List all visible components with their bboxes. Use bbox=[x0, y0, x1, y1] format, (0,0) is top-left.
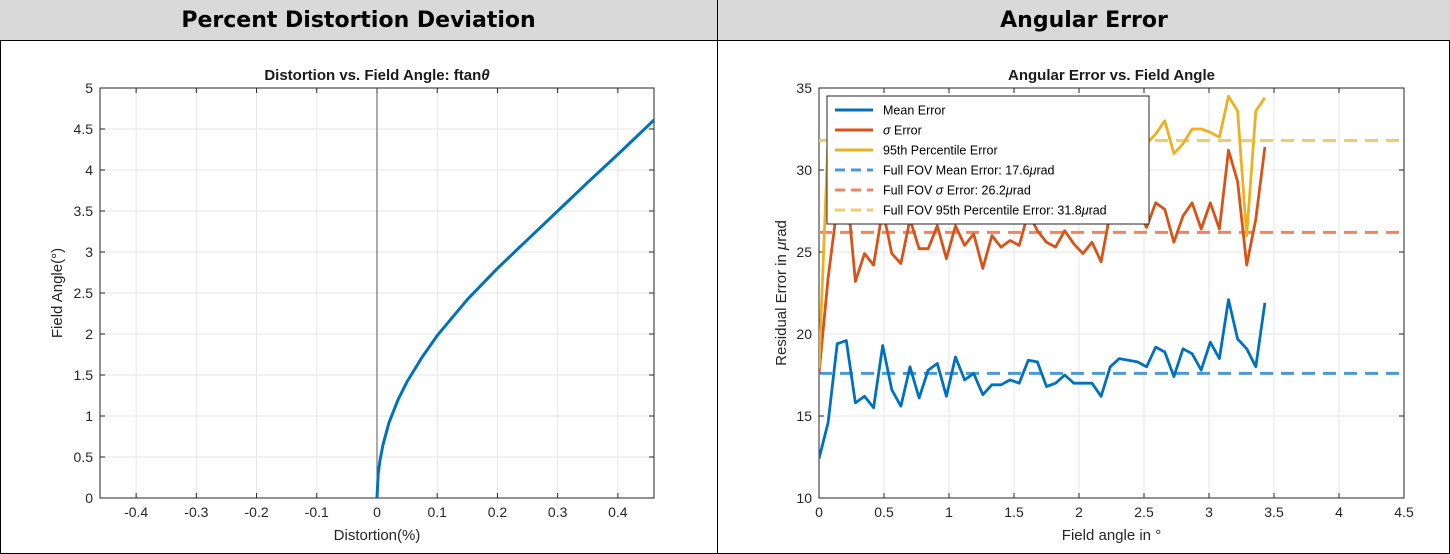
legend-entry-text: Error: 26.2 bbox=[943, 184, 1006, 198]
x-tick-label: 4.5 bbox=[1394, 504, 1414, 520]
legend-entry: 95th Percentile Error bbox=[883, 144, 998, 158]
legend-entry-text: Mean Error bbox=[883, 104, 946, 118]
distortion-panel: Percent Distortion Deviation -0.4 -0.3 -0.… bbox=[0, 0, 718, 554]
x-tick-label: 1.5 bbox=[1004, 504, 1024, 520]
legend-entry-symbol: σ bbox=[936, 184, 944, 198]
y-axis-label-symbol: μ bbox=[773, 242, 790, 251]
y-axis-label: Residual Error in μrad bbox=[773, 220, 790, 366]
legend-entry-symbol: μ bbox=[1029, 164, 1037, 178]
y-tick-label: 25 bbox=[796, 244, 812, 260]
legend-entry: Full FOV Mean Error: 17.6μrad bbox=[883, 164, 1055, 178]
y-tick-label: 0 bbox=[85, 490, 93, 506]
y-tick-label: 15 bbox=[796, 408, 812, 424]
y-tick-label: 20 bbox=[796, 326, 812, 342]
x-tick-label: -0.3 bbox=[184, 504, 208, 520]
x-tick-label: -0.1 bbox=[305, 504, 329, 520]
legend-entry: Mean Error bbox=[883, 104, 946, 118]
legend-entry: Full FOV 95th Percentile Error: 31.8μrad bbox=[883, 204, 1107, 218]
y-tick-label: 4.5 bbox=[74, 121, 94, 137]
y-tick-label: 4 bbox=[85, 162, 93, 178]
y-tick-label: 3 bbox=[85, 244, 93, 260]
y-tick-label: 10 bbox=[796, 490, 812, 506]
legend-entry-text: Full FOV bbox=[883, 184, 936, 198]
legend-entry-symbol: μ bbox=[1005, 184, 1013, 198]
legend-entry-unit: rad bbox=[1089, 204, 1107, 218]
y-tick-label: 2 bbox=[85, 326, 93, 342]
x-tick-label: -0.4 bbox=[124, 504, 148, 520]
y-tick-label: 1.5 bbox=[74, 367, 94, 383]
y-axis-label-unit: rad bbox=[773, 220, 790, 242]
x-tick-label: 0 bbox=[815, 504, 823, 520]
x-tick-label: 2 bbox=[1075, 504, 1083, 520]
legend-entry-text: 95th Percentile Error bbox=[883, 144, 998, 158]
legend-entry: Full FOV σ Error: 26.2μrad bbox=[883, 184, 1031, 198]
x-tick-label: 0 bbox=[373, 504, 381, 520]
legend-entry-symbol: σ bbox=[883, 124, 891, 138]
x-tick-label: 4 bbox=[1335, 504, 1343, 520]
distortion-chart: -0.4 -0.3 -0.2 -0.1 0 0.1 0.2 0.3 0.4 0 0.5 1 1.5 2 2.… bbox=[49, 67, 656, 544]
x-tick-label: 0.4 bbox=[608, 504, 628, 520]
legend-entry-unit: rad bbox=[1036, 164, 1054, 178]
chart-title: Angular Error vs. Field Angle bbox=[1008, 67, 1215, 84]
distortion-curve bbox=[375, 118, 656, 499]
chart-title-text: Distortion vs. Field Angle: ftan bbox=[264, 67, 481, 84]
legend-entry-unit: rad bbox=[1013, 184, 1031, 198]
y-tick-label: 2.5 bbox=[74, 285, 94, 301]
distortion-panel-header: Percent Distortion Deviation bbox=[0, 0, 717, 41]
y-tick-label: 0.5 bbox=[74, 449, 94, 465]
x-tick-label: 3 bbox=[1205, 504, 1213, 520]
legend-entry-text: Full FOV Mean Error: 17.6 bbox=[883, 164, 1030, 178]
legend-entry-symbol: μ bbox=[1081, 204, 1089, 218]
x-tick-label: 0.2 bbox=[488, 504, 508, 520]
x-tick-label: 0.5 bbox=[874, 504, 894, 520]
y-tick-label: 3.5 bbox=[74, 203, 94, 219]
y-axis-label: Field Angle(°) bbox=[49, 248, 66, 338]
y-tick-label: 35 bbox=[796, 80, 812, 96]
legend-entry-text: Error bbox=[891, 124, 922, 138]
legend-box bbox=[826, 95, 1150, 225]
axes-box bbox=[818, 87, 1405, 499]
legend: Mean Error σ Error 95th Percentile Error Fu… bbox=[826, 95, 1150, 225]
y-tick-label: 1 bbox=[85, 408, 93, 424]
x-tick-label: -0.2 bbox=[245, 504, 269, 520]
angular-error-panel: Angular Error 0 0.5 1 1.5 2 2.5 3 3.5 4 4.5 10 15 20… bbox=[718, 0, 1450, 554]
x-tick-label: 1 bbox=[945, 504, 953, 520]
chart-title-symbol: θ bbox=[481, 67, 490, 84]
angular-error-panel-header: Angular Error bbox=[718, 0, 1450, 41]
x-tick-label: 2.5 bbox=[1134, 504, 1154, 520]
y-tick-label: 30 bbox=[796, 162, 812, 178]
legend-entry: σ Error bbox=[883, 124, 922, 138]
x-tick-label: 0.3 bbox=[548, 504, 568, 520]
x-tick-label: 3.5 bbox=[1264, 504, 1284, 520]
legend-entry-text: Full FOV 95th Percentile Error: 31.8 bbox=[883, 204, 1082, 218]
x-axis-label: Distortion(%) bbox=[334, 527, 421, 544]
y-axis-label-text: Residual Error in bbox=[773, 250, 790, 366]
x-axis-label: Field angle in ° bbox=[1062, 527, 1161, 544]
x-tick-label: 0.1 bbox=[427, 504, 447, 520]
chart-title: Distortion vs. Field Angle: ftanθ bbox=[264, 67, 490, 84]
sigma-error-line bbox=[819, 146, 1267, 374]
angular-error-chart: 0 0.5 1 1.5 2 2.5 3 3.5 4 4.5 10 15 20 25 30 35 Angular … bbox=[773, 67, 1414, 544]
mean-error-line bbox=[819, 298, 1267, 459]
y-tick-label: 5 bbox=[85, 80, 93, 96]
